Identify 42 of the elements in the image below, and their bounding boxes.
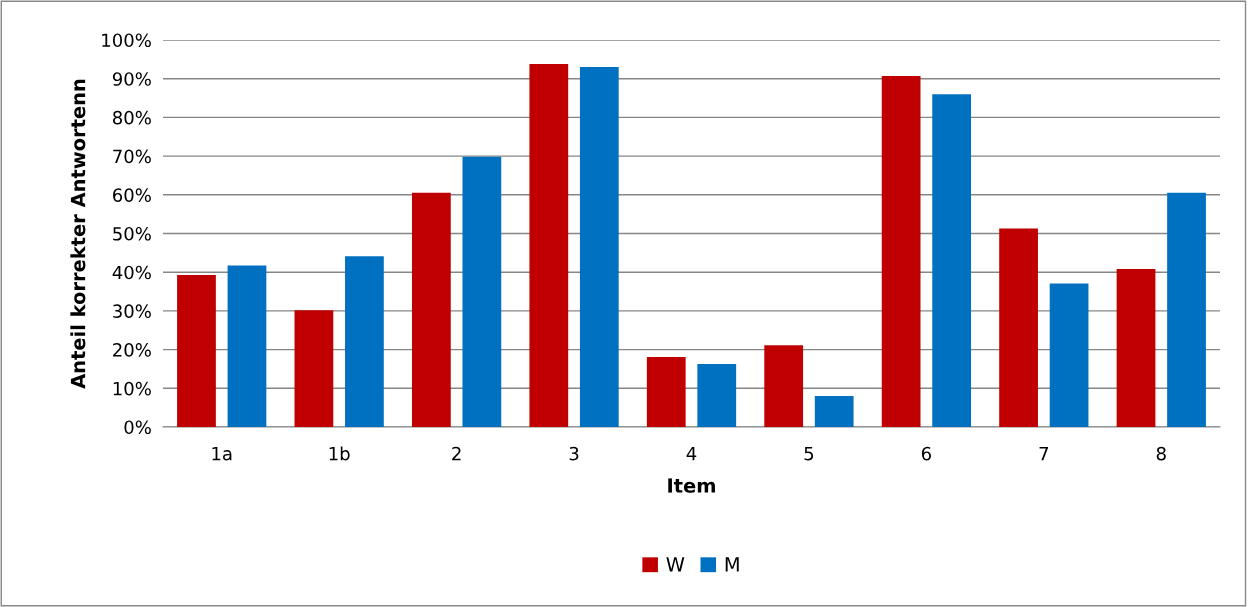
x-tick-label: 8 (1156, 446, 1166, 461)
bar (646, 356, 686, 427)
bar (411, 192, 451, 427)
y-axis-title: Anteil korrekter Antwortenn (70, 79, 86, 389)
y-tick-label: 10% (113, 381, 151, 396)
y-tick-label: 60% (113, 188, 151, 202)
bar (764, 345, 804, 427)
bar (462, 156, 502, 427)
y-tick-label: 80% (112, 110, 151, 125)
y-tick-label: 0% (124, 420, 151, 435)
bar (1116, 269, 1156, 427)
bar (294, 310, 334, 427)
y-tick-label: 30% (113, 304, 151, 319)
x-tick-label: 4 (686, 447, 697, 461)
x-tick-label: 1a (212, 447, 232, 461)
bar (814, 396, 854, 427)
y-tick-label: 100% (102, 33, 151, 48)
bar (1167, 192, 1206, 427)
y-tick-label: 90% (112, 72, 151, 86)
bar (1049, 283, 1089, 427)
bar (932, 94, 972, 427)
x-tick-label: 7 (1039, 447, 1049, 461)
bar (177, 274, 216, 427)
bar (227, 265, 267, 427)
x-tick-label: 1b (329, 446, 350, 461)
x-axis-title: Item (668, 478, 715, 493)
bar (999, 228, 1038, 427)
bar (579, 67, 619, 427)
legend-label: M (725, 557, 739, 572)
x-tick-label: 5 (804, 447, 814, 461)
y-tick-label: 20% (113, 343, 151, 357)
legend-label: W (666, 557, 685, 572)
y-tick-label: 70% (113, 149, 151, 164)
bar (529, 63, 569, 427)
y-tick-label: 50% (113, 226, 151, 241)
bar (697, 363, 737, 427)
y-tick-label: 40% (112, 265, 151, 280)
bar (345, 256, 384, 427)
x-tick-label: 6 (921, 446, 931, 461)
bar (881, 75, 921, 427)
x-tick-label: 3 (569, 446, 579, 461)
x-tick-label: 2 (452, 446, 461, 461)
